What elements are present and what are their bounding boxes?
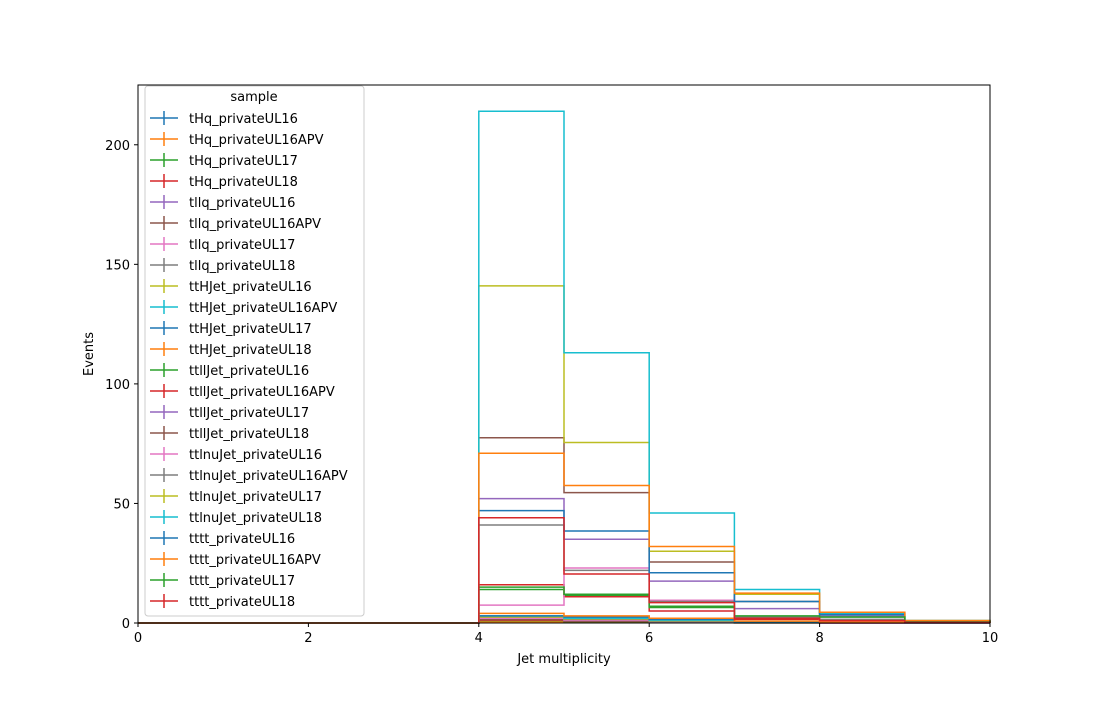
legend-entry: ttlnuJet_privateUL18: [150, 510, 322, 526]
legend-entry: ttHJet_privateUL18: [150, 342, 312, 358]
y-tick-label: 100: [105, 378, 130, 393]
legend-entry: tttt_privateUL16: [150, 531, 295, 547]
legend-label: tllq_privateUL18: [189, 259, 295, 274]
legend-label: ttllJet_privateUL16: [189, 364, 309, 379]
legend-label: tHq_privateUL16: [189, 112, 298, 127]
legend-label: ttHJet_privateUL18: [189, 343, 312, 358]
y-axis-label: Events: [82, 332, 97, 376]
legend-label: tHq_privateUL17: [189, 154, 298, 169]
x-tick-label: 8: [815, 631, 823, 646]
x-axis-label: Jet multiplicity: [516, 652, 611, 667]
legend-label: ttlnuJet_privateUL16APV: [189, 469, 348, 484]
legend-entry: tHq_privateUL17: [150, 153, 298, 169]
legend-title: sample: [230, 90, 277, 105]
legend-label: tttt_privateUL17: [189, 574, 295, 589]
legend-label: ttllJet_privateUL16APV: [189, 385, 335, 400]
legend-label: ttHJet_privateUL16APV: [189, 301, 337, 316]
legend-entry: ttHJet_privateUL16: [150, 279, 312, 295]
x-axis-ticks: 0 2 4 6 8 10: [134, 623, 998, 646]
legend-entry: tllq_privateUL16: [150, 195, 295, 211]
legend-label: tttt_privateUL18: [189, 595, 295, 610]
legend-entry: ttllJet_privateUL17: [150, 405, 309, 421]
legend-label: ttlnuJet_privateUL16: [189, 448, 322, 463]
y-tick-label: 150: [105, 258, 130, 273]
legend: sample tHq_privateUL16 tHq_privateUL16APV…: [144, 85, 365, 617]
legend-entry: tHq_privateUL16APV: [150, 132, 324, 148]
legend-entry: tllq_privateUL18: [150, 258, 295, 274]
legend-entry: tllq_privateUL17: [150, 237, 295, 253]
legend-label: tllq_privateUL17: [189, 238, 295, 253]
y-tick-label: 200: [105, 139, 130, 154]
axes-frame: [137, 84, 991, 624]
x-tick-label: 0: [134, 631, 142, 646]
legend-entry: ttllJet_privateUL16: [150, 363, 309, 379]
legend-entry: tttt_privateUL17: [150, 573, 295, 589]
legend-entry: ttllJet_privateUL16APV: [150, 384, 335, 400]
legend-entry: ttHJet_privateUL16APV: [150, 300, 337, 316]
legend-label: tttt_privateUL16: [189, 532, 295, 547]
legend-label: tllq_privateUL16: [189, 196, 295, 211]
legend-entry: tHq_privateUL18: [150, 174, 298, 190]
legend-label: ttHJet_privateUL16: [189, 280, 312, 295]
legend-label: ttlnuJet_privateUL18: [189, 511, 322, 526]
legend-label: ttllJet_privateUL17: [189, 406, 309, 421]
legend-label: tHq_privateUL16APV: [189, 133, 324, 148]
legend-label: ttllJet_privateUL18: [189, 427, 309, 442]
legend-entry: ttllJet_privateUL18: [150, 426, 309, 442]
x-tick-label: 6: [645, 631, 653, 646]
legend-entry: tttt_privateUL18: [150, 594, 295, 610]
legend-entry: ttlnuJet_privateUL16: [150, 447, 322, 463]
legend-label: ttlnuJet_privateUL17: [189, 490, 322, 505]
legend-box: [144, 85, 365, 617]
legend-label: ttHJet_privateUL17: [189, 322, 312, 337]
legend-entry: ttlnuJet_privateUL17: [150, 489, 322, 505]
legend-entry: tHq_privateUL16: [150, 111, 298, 127]
x-tick-label: 4: [475, 631, 483, 646]
x-tick-label: 10: [982, 631, 999, 646]
legend-entry: ttHJet_privateUL17: [150, 321, 312, 337]
x-tick-label: 2: [304, 631, 312, 646]
legend-label: tHq_privateUL18: [189, 175, 298, 190]
y-tick-label: 50: [113, 497, 130, 512]
legend-label: tttt_privateUL16APV: [189, 553, 321, 568]
legend-entries: tHq_privateUL16 tHq_privateUL16APV tHq_pri…: [150, 111, 348, 610]
y-tick-label: 0: [122, 617, 130, 632]
legend-entry: ttlnuJet_privateUL16APV: [150, 468, 348, 484]
legend-entry: tttt_privateUL16APV: [150, 552, 321, 568]
legend-entry: tllq_privateUL16APV: [150, 216, 321, 232]
legend-label: tllq_privateUL16APV: [189, 217, 321, 232]
y-axis-ticks: 0 50 100 150 200: [105, 139, 138, 632]
